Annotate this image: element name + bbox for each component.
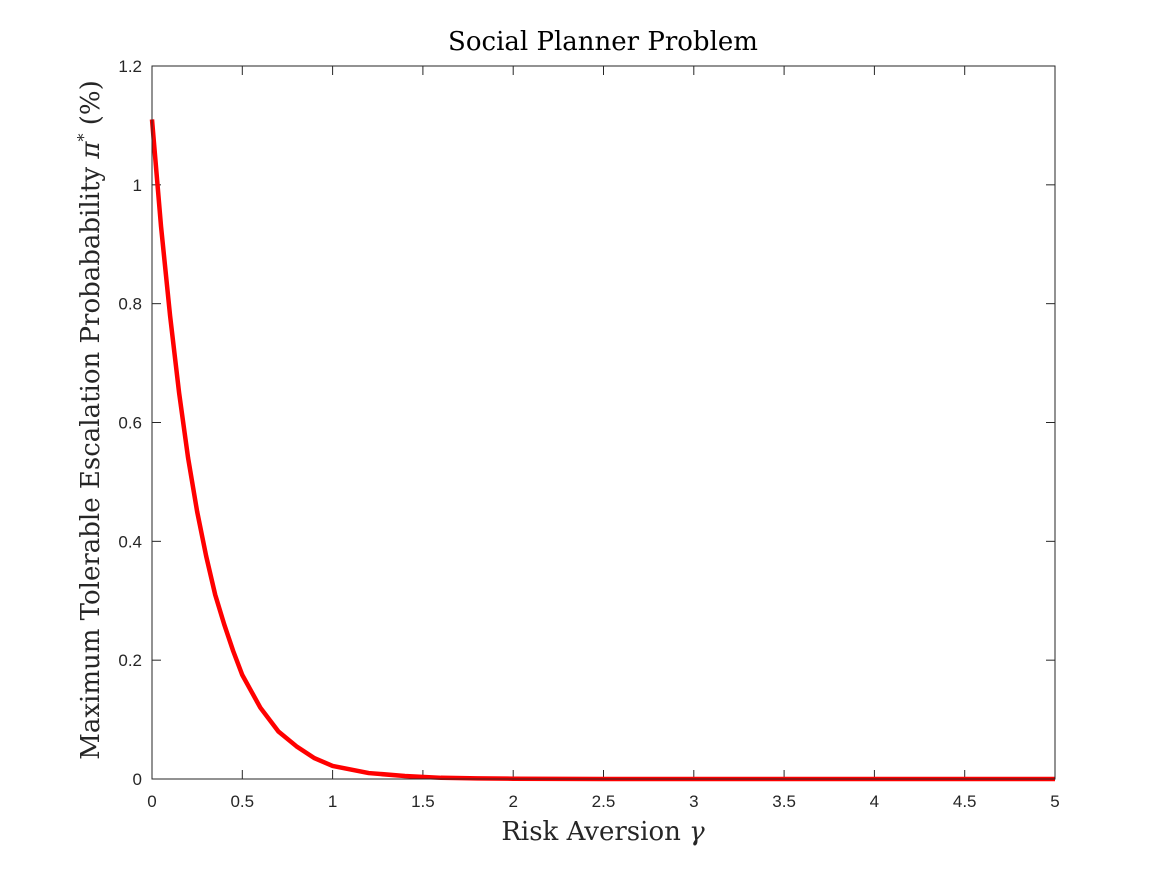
y-axis-label-suffix: (%): [76, 80, 106, 133]
y-tick-label: 1.2: [118, 57, 142, 76]
y-tick-label: 0.8: [118, 295, 142, 314]
x-tick-label: 1.5: [411, 792, 435, 811]
svg-text:Maximum Tolerable Escalation P: Maximum Tolerable Escalation Probababili…: [74, 80, 106, 759]
y-tick-label: 0.4: [118, 532, 142, 551]
plot-area: [152, 66, 1055, 779]
x-tick-label: 0: [147, 792, 156, 811]
x-axis-ticks: 0 0.5 1 1.5 2 2.5 3 3.5 4 4.5 5: [147, 66, 1060, 811]
x-axis-label-symbol: γ: [689, 817, 705, 847]
y-axis-label-superscript: *: [74, 134, 93, 142]
x-tick-label: 2: [508, 792, 517, 811]
x-tick-label: 2.5: [592, 792, 616, 811]
chart-title: Social Planner Problem: [448, 27, 758, 57]
y-axis-label-symbol: π: [76, 141, 106, 160]
y-tick-label: 0.6: [118, 414, 142, 433]
x-axis-label-text: Risk Aversion: [501, 817, 689, 847]
x-tick-label: 0.5: [230, 792, 254, 811]
y-axis-label-text: Maximum Tolerable Escalation Probababili…: [76, 159, 106, 760]
y-axis-ticks: 0 0.2 0.4 0.6 0.8 1 1.2: [118, 57, 1055, 789]
x-tick-label: 1: [328, 792, 337, 811]
y-tick-label: 0.2: [118, 651, 142, 670]
svg-text:Risk Aversion γ: Risk Aversion γ: [501, 817, 705, 847]
plot-border: [151, 65, 1056, 780]
x-axis-label: Risk Aversion γ: [501, 817, 705, 847]
y-tick-label: 0: [133, 770, 142, 789]
x-tick-label: 4: [870, 792, 879, 811]
y-tick-label: 1: [133, 176, 142, 195]
x-tick-label: 3.5: [772, 792, 796, 811]
x-tick-label: 4.5: [953, 792, 977, 811]
x-tick-label: 5: [1050, 792, 1059, 811]
y-axis-label: Maximum Tolerable Escalation Probababili…: [74, 80, 106, 759]
x-tick-label: 3: [689, 792, 698, 811]
